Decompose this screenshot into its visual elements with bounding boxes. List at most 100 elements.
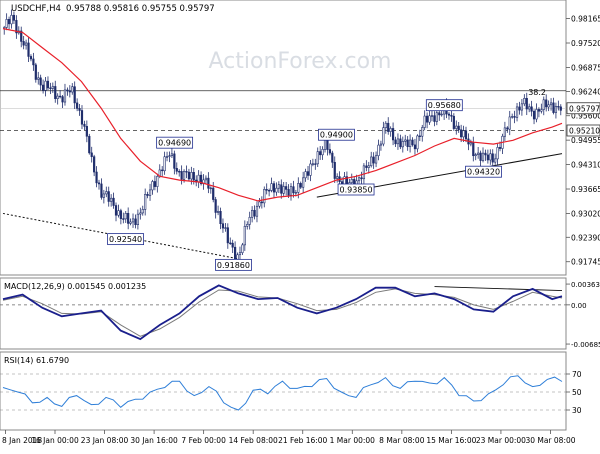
- price-tick-label: 0.97520: [571, 39, 600, 48]
- candle-body: [498, 147, 502, 149]
- candle-body: [263, 189, 266, 204]
- candle-body: [129, 221, 132, 224]
- candle-body: [389, 128, 392, 132]
- macd-tick-label: -0.006858: [571, 341, 600, 349]
- candle-body: [508, 116, 511, 130]
- candle-body: [182, 171, 186, 180]
- candle-body: [42, 84, 45, 91]
- candle-body: [297, 183, 300, 193]
- candle-body: [481, 152, 485, 161]
- candle-body: [110, 197, 113, 202]
- candle-body: [520, 103, 523, 111]
- price-axis-ticks: 0.98165 0.97520 0.96875 0.96240 0.95600 0.949…: [566, 15, 600, 267]
- candle-body: [387, 122, 390, 132]
- candle-body: [532, 110, 536, 120]
- price-tag-text: 0.95797: [569, 104, 600, 113]
- candle-body: [151, 181, 154, 191]
- candle-body: [494, 158, 497, 163]
- price-tags: 0.95797 0.95210: [566, 102, 600, 137]
- candle-body: [491, 153, 494, 163]
- candle-body: [474, 154, 477, 157]
- candle-body: [423, 115, 426, 128]
- candle-body: [260, 201, 263, 204]
- candle-body: [88, 135, 91, 154]
- candle-body: [306, 171, 310, 176]
- swing-label-text: 0.91860: [217, 261, 250, 270]
- candle-body: [326, 139, 329, 150]
- candle-body: [418, 135, 421, 137]
- time-tick-label: 23 Jan 08:00: [81, 436, 129, 445]
- candle-body: [46, 80, 50, 89]
- price-tick-label: 0.92390: [571, 233, 600, 242]
- candle-body: [139, 212, 142, 215]
- candle-body: [462, 130, 465, 138]
- candle-body: [452, 115, 455, 129]
- candle-body: [117, 210, 120, 216]
- candle-body: [406, 139, 409, 148]
- candle-body: [294, 192, 297, 194]
- time-tick-label: 8 Mar 08:00: [379, 436, 425, 445]
- swing-label: 0.94320: [465, 165, 502, 178]
- candle-body: [518, 106, 521, 111]
- candle-body: [71, 86, 74, 93]
- candle-body: [343, 176, 346, 185]
- macd-divergence-line: [434, 286, 563, 292]
- candle-body: [489, 153, 492, 161]
- candle-body: [178, 170, 181, 173]
- candle-body: [515, 106, 519, 118]
- swing-label: 0.94690: [156, 136, 194, 149]
- swing-label-text: 0.92540: [109, 235, 142, 244]
- swing-label-box: [107, 233, 144, 246]
- candle-body: [503, 127, 506, 137]
- candle-body: [32, 58, 35, 66]
- candle-body: [165, 156, 169, 158]
- candle-body: [455, 125, 458, 129]
- candle-body: [73, 86, 76, 104]
- macd-panel-frame: [0, 277, 567, 350]
- candle-body: [319, 151, 322, 156]
- candle-body: [180, 171, 183, 180]
- candle-body: [542, 99, 545, 110]
- candle-body: [243, 226, 246, 246]
- candle-body: [513, 116, 516, 118]
- candle-body: [477, 152, 480, 155]
- candle-body: [426, 115, 429, 123]
- macd-main-line: [2, 284, 563, 341]
- candle-body: [163, 156, 166, 172]
- candle-body: [112, 197, 115, 206]
- price-panel: ActionForex.com 0.925400.946900.918600.9…: [0, 0, 600, 276]
- candle-body: [187, 171, 191, 180]
- candle-body: [97, 182, 101, 185]
- candle-body: [66, 89, 69, 92]
- candle-body: [357, 177, 361, 182]
- candle-body: [469, 142, 472, 145]
- candle-body: [537, 109, 541, 112]
- candle-body: [394, 139, 397, 145]
- candle-body: [552, 102, 555, 113]
- candle-body: [76, 102, 79, 109]
- swing-label-text: 0.94320: [467, 168, 500, 177]
- candle-body: [316, 151, 319, 165]
- candle-body: [511, 116, 514, 118]
- time-tick-label: 14 Feb 08:00: [229, 436, 278, 445]
- candle-body: [535, 109, 538, 120]
- candle-body: [107, 191, 110, 202]
- candle-body: [246, 224, 249, 227]
- candle-body: [238, 252, 242, 256]
- candle-body: [10, 14, 13, 25]
- swing-label: 0.95680: [425, 99, 463, 112]
- candle-body: [399, 138, 402, 148]
- rsi-lines: [0, 373, 566, 411]
- candle-body: [282, 186, 285, 194]
- candle-body: [314, 163, 317, 165]
- candle-body: [131, 218, 135, 223]
- candle-body: [175, 168, 178, 172]
- rsi-tick-label: 30: [572, 406, 582, 415]
- candle-body: [265, 189, 268, 191]
- swing-label: 0.91860: [215, 258, 252, 271]
- swing-label: 0.93850: [337, 183, 375, 196]
- candle-body: [255, 205, 259, 217]
- price-candles: [3, 9, 562, 264]
- rsi-line: [2, 375, 563, 411]
